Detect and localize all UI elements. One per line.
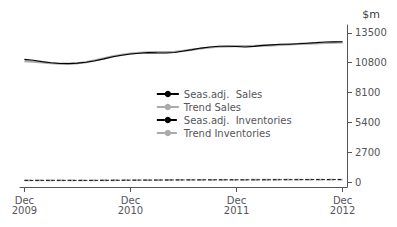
svg-text:Seas.adj. Sales: Seas.adj. Sales	[184, 89, 262, 100]
svg-text:2700: 2700	[355, 147, 380, 158]
svg-text:10800: 10800	[355, 57, 387, 68]
svg-text:Dec: Dec	[120, 194, 141, 206]
svg-text:5400: 5400	[355, 117, 380, 128]
svg-text:2009: 2009	[12, 205, 37, 216]
svg-text:2011: 2011	[224, 205, 249, 216]
svg-text:Trend Sales: Trend Sales	[183, 102, 241, 113]
svg-text:2012: 2012	[330, 205, 355, 216]
svg-text:8100: 8100	[355, 87, 380, 98]
svg-text:Seas.adj. Inventories: Seas.adj. Inventories	[184, 115, 292, 126]
svg-text:Dec: Dec	[332, 194, 353, 206]
svg-text:2010: 2010	[118, 205, 143, 216]
svg-text:Trend Inventories: Trend Inventories	[183, 128, 271, 139]
svg-text:13500: 13500	[355, 27, 387, 38]
svg-text:$m: $m	[362, 8, 380, 21]
svg-text:0: 0	[355, 177, 361, 188]
svg-text:Dec: Dec	[14, 194, 35, 206]
svg-text:Dec: Dec	[226, 194, 247, 206]
